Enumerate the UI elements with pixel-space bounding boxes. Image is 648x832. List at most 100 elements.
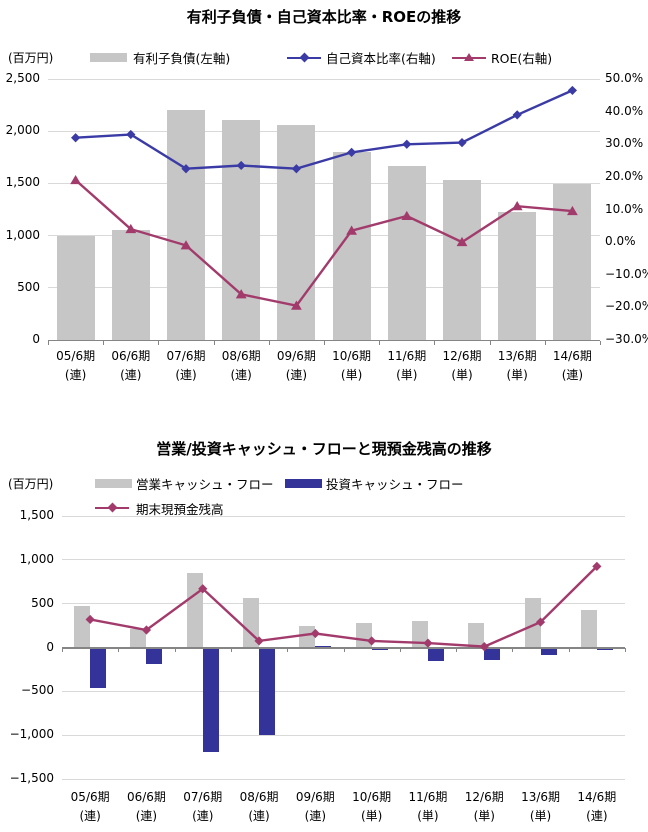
x-label-period: 05/6期 [70, 790, 110, 804]
bar-debt [222, 119, 261, 340]
x-label-scope: (連) [304, 809, 327, 824]
x-label-scope: (単) [360, 809, 383, 824]
diamond-data-point [423, 638, 433, 648]
bar-debt [387, 165, 426, 340]
x-label-period: 08/6期 [221, 349, 261, 363]
triangle-data-point [346, 225, 357, 235]
bar-operating-cf [299, 625, 316, 648]
bar-operating-cf [524, 597, 541, 648]
right-axis-tick-label: 40.0% [605, 103, 644, 118]
gridline [48, 287, 600, 289]
bar-investing-cf [371, 647, 388, 651]
x-axis-tick [158, 340, 160, 345]
diamond-data-point [367, 636, 377, 646]
x-label-scope: (単) [473, 809, 495, 824]
x-axis-tick [379, 340, 381, 345]
x-label-scope: (単) [340, 368, 363, 383]
x-label-period: 08/6期 [239, 790, 279, 804]
chart2-plot-area: 1,500 1,000 500 0 −500 −1,000 −1,500 05/6期 (連) 06… [10, 508, 626, 823]
x-label-scope: (連) [248, 809, 270, 824]
diamond-data-point [457, 138, 467, 148]
x-label-period: 05/6期 [56, 349, 96, 363]
x-label-period: 13/6期 [521, 790, 561, 804]
x-label-period: 10/6期 [352, 790, 392, 804]
x-category-label: 10/6期 (単) [342, 788, 402, 826]
x-axis-tick [230, 648, 232, 653]
gridline [48, 235, 600, 237]
gridline [62, 603, 625, 605]
x-label-scope: (単) [451, 368, 473, 383]
legend-swatch-equity-ratio [287, 52, 321, 63]
legend-swatch-investing-cf [285, 479, 322, 488]
right-axis-tick-label: 0.0% [605, 234, 636, 249]
diamond-data-point [310, 628, 320, 639]
diamond-data-point [512, 110, 522, 120]
x-label-scope: (連) [135, 809, 158, 824]
line-triangle [74, 179, 573, 308]
x-category-label: 13/6期 (単) [511, 788, 571, 826]
x-category-label: 07/6期 (連) [173, 788, 233, 826]
chart1-unit-label: (百万円) [8, 51, 54, 65]
left-axis-tick-label: 0 [46, 639, 54, 654]
x-category-label: 06/6期 (連) [116, 788, 176, 826]
diamond-data-point [567, 85, 577, 96]
line-diamond [75, 89, 573, 170]
bar-operating-cf [243, 597, 260, 648]
diamond-data-point [402, 139, 412, 149]
x-category-label: 05/6期 (連) [46, 347, 106, 385]
bar-investing-cf [202, 647, 219, 752]
x-category-label: 14/6期 (連) [542, 347, 602, 385]
left-axis-tick-label: 500 [17, 279, 40, 294]
chart2-unit-label: (百万円) [8, 477, 54, 491]
diamond-data-point [181, 164, 191, 174]
x-label-period: 06/6期 [111, 349, 151, 363]
diamond-data-point [85, 614, 95, 625]
left-axis-tick-label: −1,500 [9, 771, 54, 785]
x-label-period: 11/6期 [408, 790, 448, 804]
x-label-scope: (単) [506, 368, 528, 383]
bar-debt [56, 235, 95, 340]
chart2-title: 営業/投資キャッシュ・フローと現預金残高の推移 [156, 440, 492, 458]
legend-label-equity-ratio: 自己資本比率(右軸) [326, 51, 436, 66]
x-category-label: 09/6期 (連) [285, 788, 345, 826]
bar-debt [111, 230, 150, 340]
legend-diamond-marker [107, 502, 117, 513]
bar-investing-cf [90, 647, 107, 688]
bar-operating-cf [74, 606, 91, 648]
x-label-scope: (単) [417, 809, 439, 824]
x-label-period: 10/6期 [332, 349, 372, 363]
x-category-label: 13/6期 (単) [487, 347, 547, 385]
x-axis-tick [625, 648, 626, 653]
x-axis-tick [62, 648, 63, 653]
x-axis-tick [434, 340, 436, 345]
left-axis-tick-label: 1,500 [19, 508, 54, 522]
left-axis-tick-label: 1,500 [5, 175, 40, 190]
x-axis-tick [174, 648, 176, 653]
triangle-data-point [125, 223, 137, 234]
x-axis-tick [118, 648, 120, 653]
left-axis-tick-label: 0 [32, 332, 40, 346]
diamond-data-point [291, 164, 301, 174]
legend-label-roe: ROE(右軸) [491, 51, 553, 66]
bar-debt [443, 180, 481, 340]
x-label-period: 14/6期 [577, 790, 617, 804]
x-axis-tick [456, 648, 458, 653]
legend-swatch-cash-balance [95, 502, 129, 513]
legend-label-cash-balance: 期末現預金残高 [136, 502, 224, 517]
line-series-layer [85, 561, 602, 652]
chart1-title: 有利子負債・自己資本比率・ROEの推移 [186, 8, 462, 26]
x-category-label: 11/6期 (単) [398, 788, 458, 826]
line-series-layer [70, 85, 578, 310]
diamond-data-point [479, 642, 489, 652]
bar-investing-cf [146, 647, 163, 665]
x-label-scope: (単) [396, 368, 418, 383]
bar-operating-cf [130, 629, 147, 648]
bar-debt [498, 211, 537, 340]
left-axis-tick-label: −500 [21, 683, 54, 698]
x-label-scope: (単) [529, 809, 552, 824]
triangle-data-point [511, 201, 523, 211]
legend-label-operating-cf: 営業キャッシュ・フロー [136, 477, 274, 492]
x-label-scope: (連) [586, 809, 608, 824]
diamond-data-point [592, 561, 602, 572]
